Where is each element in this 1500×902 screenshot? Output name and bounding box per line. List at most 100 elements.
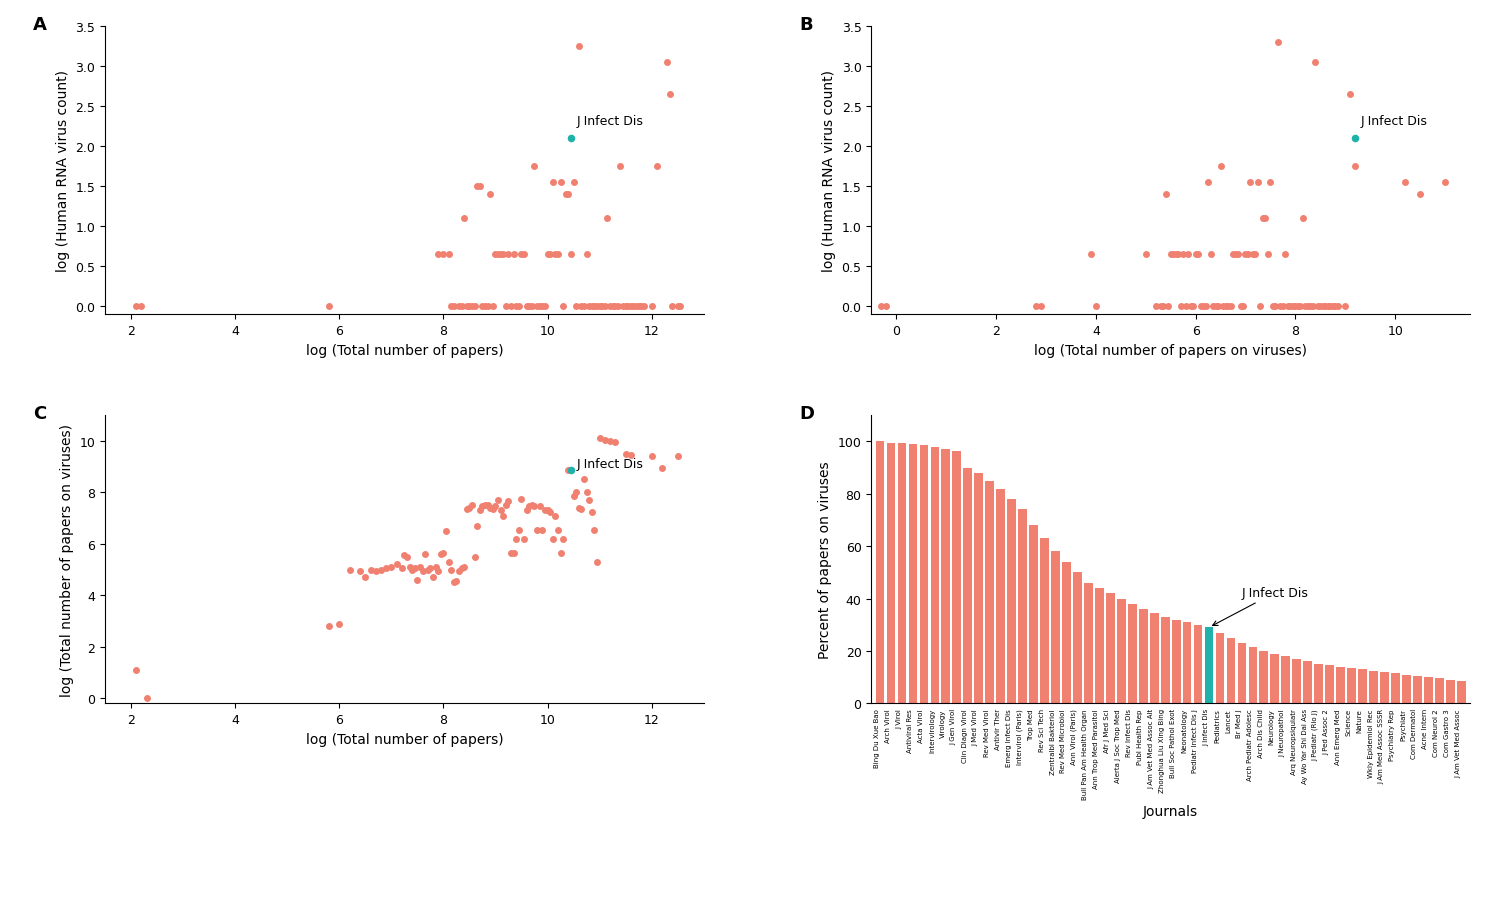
Point: [450, 299, 474, 314]
Point: [1173, 299, 1197, 314]
Point: [570, 299, 594, 314]
Point: [442, 299, 466, 314]
Point: [578, 493, 602, 508]
Point: [512, 532, 536, 547]
Point: [1203, 299, 1227, 314]
Point: [1266, 36, 1290, 51]
Point: [543, 248, 567, 262]
Point: [489, 503, 513, 518]
Point: [1244, 248, 1268, 262]
Point: [462, 299, 486, 314]
Point: [1143, 299, 1167, 314]
Point: [580, 505, 604, 520]
Point: [394, 550, 418, 565]
Bar: [1358, 669, 1366, 704]
Point: [501, 546, 525, 560]
Bar: [1380, 672, 1389, 704]
Point: [429, 548, 453, 562]
Point: [1344, 160, 1368, 174]
Point: [404, 561, 427, 575]
Point: [616, 299, 640, 314]
Point: [1316, 299, 1340, 314]
Point: [1233, 248, 1257, 262]
Point: [1198, 248, 1222, 262]
Point: [525, 523, 549, 538]
Point: [338, 563, 362, 577]
Point: [482, 299, 506, 314]
Point: [465, 519, 489, 533]
Point: [600, 299, 624, 314]
Point: [408, 560, 432, 575]
Point: [1344, 132, 1368, 146]
Y-axis label: Percent of papers on viruses: Percent of papers on viruses: [818, 461, 833, 658]
Point: [520, 499, 544, 513]
Point: [419, 561, 442, 575]
Bar: [1336, 667, 1346, 704]
Point: [135, 691, 159, 705]
Point: [656, 56, 680, 70]
Point: [426, 564, 450, 578]
Bar: [1390, 674, 1400, 704]
Point: [546, 248, 570, 262]
Bar: [1029, 526, 1038, 704]
Point: [124, 299, 148, 314]
Point: [472, 499, 496, 513]
Bar: [1182, 622, 1191, 704]
Point: [422, 570, 446, 584]
Bar: [1072, 573, 1082, 704]
Point: [492, 248, 516, 262]
Point: [588, 299, 612, 314]
Point: [501, 248, 525, 262]
Point: [426, 248, 450, 262]
Point: [442, 575, 466, 590]
Bar: [886, 443, 896, 704]
Point: [458, 501, 482, 515]
Point: [374, 561, 398, 575]
Point: [1161, 248, 1185, 262]
Point: [514, 299, 538, 314]
Bar: [963, 468, 972, 704]
Point: [492, 509, 516, 523]
Point: [510, 492, 534, 506]
Point: [436, 555, 460, 569]
Point: [486, 493, 510, 508]
Point: [1168, 299, 1192, 314]
Point: [528, 500, 552, 514]
Point: [1214, 299, 1237, 314]
Point: [468, 503, 492, 518]
Point: [554, 188, 578, 202]
Point: [1158, 248, 1182, 262]
Point: [358, 563, 382, 577]
Point: [620, 448, 644, 463]
Point: [639, 299, 663, 314]
Bar: [920, 446, 928, 704]
Point: [1078, 248, 1102, 262]
Point: [400, 563, 424, 577]
Point: [546, 523, 570, 538]
Point: [536, 248, 560, 262]
Point: [462, 550, 486, 565]
Bar: [1062, 562, 1071, 704]
Point: [1154, 188, 1178, 202]
Bar: [1436, 678, 1443, 704]
Point: [512, 248, 536, 262]
Point: [1311, 299, 1335, 314]
Point: [327, 617, 351, 631]
Bar: [1019, 510, 1028, 704]
Point: [645, 160, 669, 174]
Point: [1236, 248, 1260, 262]
Point: [432, 248, 456, 262]
Point: [598, 434, 622, 448]
Point: [363, 564, 387, 578]
Bar: [876, 442, 885, 704]
Point: [1239, 176, 1263, 190]
Point: [1326, 299, 1350, 314]
Point: [1166, 248, 1190, 262]
Point: [316, 299, 340, 314]
Point: [538, 505, 562, 520]
Point: [603, 436, 627, 450]
Point: [500, 546, 523, 560]
Point: [1299, 299, 1323, 314]
Point: [532, 503, 556, 518]
Point: [124, 663, 148, 677]
